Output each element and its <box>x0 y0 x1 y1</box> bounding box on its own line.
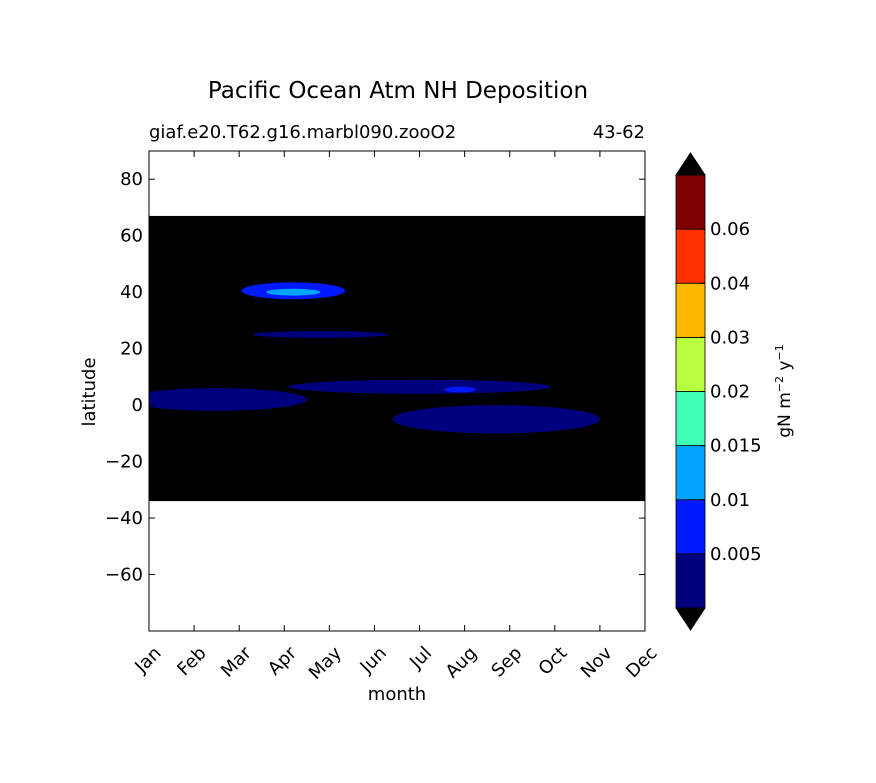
x-tick-label-mar: Mar <box>217 642 256 681</box>
colorbar: 0.005 0.01 0.015 0.02 0.03 0.04 0.06 <box>675 152 762 631</box>
y-tick-label-3: 20 <box>120 339 143 360</box>
y-tick-label-1: 60 <box>120 226 143 247</box>
heatmap-layer <box>149 215 645 502</box>
chart-title: Pacific Ocean Atm NH Deposition <box>208 78 588 104</box>
colorbar-band-4 <box>675 391 706 447</box>
colorbar-label-mid: y <box>775 361 795 376</box>
heatmap-region-7 <box>252 331 388 338</box>
colorbar-band-6 <box>675 282 706 338</box>
colorbar-tick-label-7: 0.06 <box>710 219 750 240</box>
colorbar-tick-label-2: 0.01 <box>710 490 750 511</box>
colorbar-label-main: gN m <box>775 392 795 437</box>
colorbar-band-5 <box>675 336 706 392</box>
colorbar-band-3 <box>675 445 706 501</box>
x-tick-label-apr: Apr <box>264 642 301 679</box>
plot-frame <box>148 150 646 632</box>
heatmap-region-6 <box>444 386 476 393</box>
y-tick-label-6: −40 <box>105 508 143 529</box>
x-tick-label-jun: Jun <box>356 643 391 678</box>
colorbar-band-8 <box>675 174 706 230</box>
x-tick-label-feb: Feb <box>173 643 210 680</box>
colorbar-tick-label-1: 0.005 <box>710 544 762 565</box>
chart-subtitle-left: giaf.e20.T62.g16.marbl090.zooO2 <box>149 122 456 143</box>
x-tick-label-jul: Jul <box>405 643 436 674</box>
heatmap-region-5 <box>392 405 600 434</box>
colorbar-tick-label-6: 0.04 <box>710 273 750 294</box>
x-tick-label-dec: Dec <box>622 643 661 682</box>
colorbar-extend-bottom <box>675 607 706 631</box>
y-tick-label-5: −20 <box>105 452 143 473</box>
x-tick-label-jan: Jan <box>130 643 165 678</box>
x-tick-label-oct: Oct <box>535 643 572 680</box>
colorbar-band-2 <box>675 499 706 555</box>
colorbar-tick-label-3: 0.015 <box>710 436 762 457</box>
y-tick-label-2: 40 <box>120 282 143 303</box>
plot-area <box>148 150 646 632</box>
x-axis-label: month <box>368 684 426 705</box>
y-tick-label-0: 80 <box>120 169 143 190</box>
colorbar-band-1 <box>675 553 706 609</box>
x-tick-label-may: May <box>305 642 346 683</box>
heatmap-region-3 <box>149 388 307 411</box>
colorbar-band-7 <box>675 228 706 284</box>
y-axis: 80 60 40 20 0 −20 −40 −60 <box>105 169 645 586</box>
x-tick-label-sep: Sep <box>487 643 526 682</box>
colorbar-label: gN m−2 y−1 <box>773 344 795 437</box>
heatmap-region-2 <box>266 288 321 296</box>
chart-subtitle-right: 43-62 <box>593 122 645 143</box>
heatmap-region-4 <box>288 379 551 394</box>
y-tick-label-7: −60 <box>105 565 143 586</box>
x-tick-label-nov: Nov <box>577 642 617 682</box>
colorbar-label-exp2: −1 <box>773 344 786 360</box>
colorbar-extend-top <box>675 152 706 176</box>
colorbar-label-exp1: −2 <box>773 376 786 392</box>
y-axis-label: latitude <box>79 357 100 426</box>
heatmap-data-domain <box>149 215 645 502</box>
x-tick-label-aug: Aug <box>442 643 482 683</box>
colorbar-tick-label-5: 0.03 <box>710 327 750 348</box>
y-tick-label-4: 0 <box>132 395 143 416</box>
colorbar-tick-label-4: 0.02 <box>710 382 750 403</box>
